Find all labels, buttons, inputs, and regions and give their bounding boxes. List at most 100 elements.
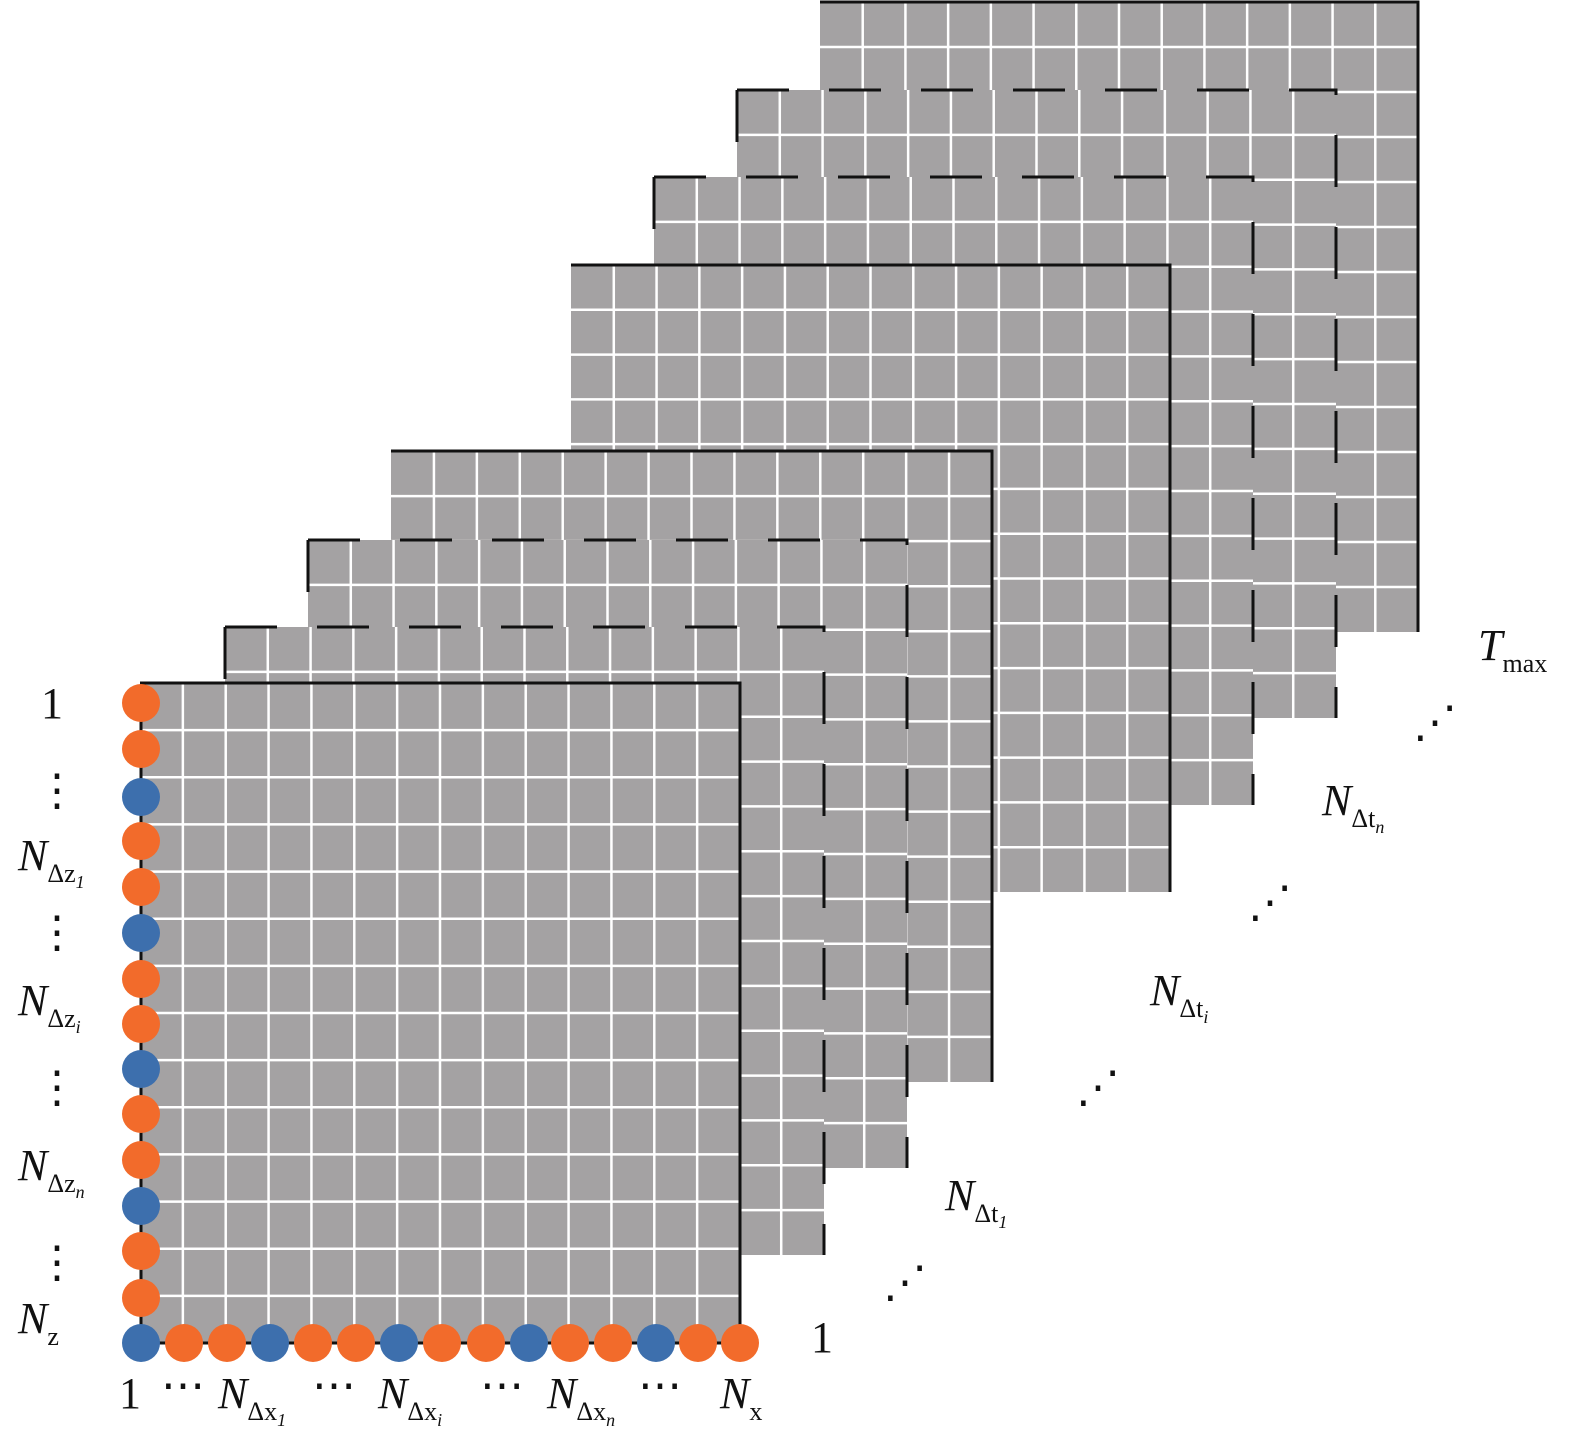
label-sub: Δx [247, 1397, 277, 1426]
label-main: ⋮ [35, 1238, 79, 1287]
panel-border [571, 263, 1172, 892]
label-main: N [719, 1369, 752, 1418]
axis-label: NΔz1 [17, 831, 85, 892]
node-dot [122, 1324, 160, 1362]
axis-label: ⋮ [35, 1063, 79, 1112]
label-main: ⋰ [1248, 878, 1292, 927]
grid-panel [140, 681, 742, 1343]
node-dot [551, 1324, 589, 1362]
node-dot [294, 1324, 332, 1362]
axis-label: ⋯ [638, 1361, 682, 1410]
label-main: ⋯ [638, 1361, 682, 1410]
axis-label: NΔzi [17, 976, 81, 1037]
node-dot [165, 1324, 203, 1362]
panel-border [391, 449, 994, 1082]
label-main: ⋯ [480, 1361, 524, 1410]
label-sub: Δz [47, 859, 75, 888]
node-dot [122, 914, 160, 952]
axis-label: 1 [811, 1313, 833, 1362]
node-dot [122, 1232, 160, 1270]
node-dot [122, 1050, 160, 1088]
axis-label: ⋯ [480, 1361, 524, 1410]
label-subsub: i [76, 1017, 81, 1037]
axis-label: Nz [17, 1294, 59, 1351]
node-dot [122, 1141, 160, 1179]
node-dot [251, 1324, 289, 1362]
node-dot [122, 1095, 160, 1133]
label-main: ⋰ [1076, 1063, 1120, 1112]
node-dot [122, 1005, 160, 1043]
label-main: ⋯ [312, 1361, 356, 1410]
panel-border [820, 0, 1420, 632]
label-main: N [17, 1294, 50, 1343]
label-subsub: n [1375, 817, 1384, 837]
label-main: N [1321, 776, 1354, 825]
axis-label: ⋰ [1248, 878, 1292, 927]
label-sub: z [47, 1322, 59, 1351]
label-main: 1 [811, 1313, 833, 1362]
label-main: N [17, 1141, 50, 1190]
node-dot [337, 1324, 375, 1362]
label-main: N [17, 831, 50, 880]
label-main: 1 [119, 1369, 141, 1418]
node-dot [122, 960, 160, 998]
label-subsub: i [437, 1410, 442, 1430]
label-sub: Δt [974, 1199, 999, 1228]
axis-label: NΔzn [17, 1141, 85, 1202]
label-main: T [1478, 621, 1506, 670]
axis-label: ⋰ [883, 1258, 927, 1307]
axis-label: NΔti [1149, 966, 1208, 1027]
label-main: 1 [41, 679, 63, 728]
axis-label: NΔx1 [217, 1369, 286, 1430]
label-subsub: 1 [998, 1212, 1007, 1232]
axis-label: ⋯ [312, 1361, 356, 1410]
label-sub: Δt [1179, 994, 1204, 1023]
label-sub: Δz [47, 1004, 75, 1033]
axis-label: ⋰ [1413, 698, 1457, 747]
dots [122, 684, 759, 1362]
label-main: ⋰ [883, 1258, 927, 1307]
axis-label: 1 [41, 679, 63, 728]
label-main: ⋯ [161, 1361, 205, 1410]
node-dot [423, 1324, 461, 1362]
label-main: N [17, 976, 50, 1025]
axis-label: ⋮ [35, 1238, 79, 1287]
node-dot [510, 1324, 548, 1362]
label-main: ⋮ [35, 766, 79, 815]
labels: 1⋮NΔz1⋮NΔzi⋮NΔzn⋮Nz1 ⋯ NΔx1⋯ NΔxi⋯ NΔxn⋯ Nx1⋰… [17, 621, 1547, 1430]
label-subsub: n [76, 1182, 85, 1202]
node-dot [594, 1324, 632, 1362]
axis-label: ⋯ [161, 1361, 205, 1410]
label-subsub: 1 [277, 1410, 286, 1430]
axis-label: 1 [119, 1369, 141, 1418]
axis-label: ⋮ [35, 766, 79, 815]
label-main: ⋮ [35, 908, 79, 957]
node-dot [122, 1279, 160, 1317]
node-dot [208, 1324, 246, 1362]
node-dot [380, 1324, 418, 1362]
label-subsub: 1 [76, 872, 85, 892]
label-main: N [377, 1369, 410, 1418]
axis-label: Tmax [1478, 621, 1547, 678]
label-subsub: n [606, 1410, 615, 1430]
label-sub: Δt [1351, 804, 1376, 833]
node-dot [122, 822, 160, 860]
node-dot [122, 868, 160, 906]
label-sub: Δx [576, 1397, 606, 1426]
node-dot [122, 684, 160, 722]
node-dot [637, 1324, 675, 1362]
axis-label: ⋮ [35, 908, 79, 957]
label-main: N [546, 1369, 579, 1418]
node-dot [122, 730, 160, 768]
label-main: N [1149, 966, 1182, 1015]
axis-label: NΔtn [1321, 776, 1384, 837]
node-dot [122, 1187, 160, 1225]
label-main: ⋮ [35, 1063, 79, 1112]
node-dot [721, 1324, 759, 1362]
label-main: ⋰ [1413, 698, 1457, 747]
axis-label: NΔxi [377, 1369, 442, 1430]
label-sub: Δx [407, 1397, 437, 1426]
node-dot [679, 1324, 717, 1362]
axis-label: NΔt1 [944, 1171, 1007, 1232]
